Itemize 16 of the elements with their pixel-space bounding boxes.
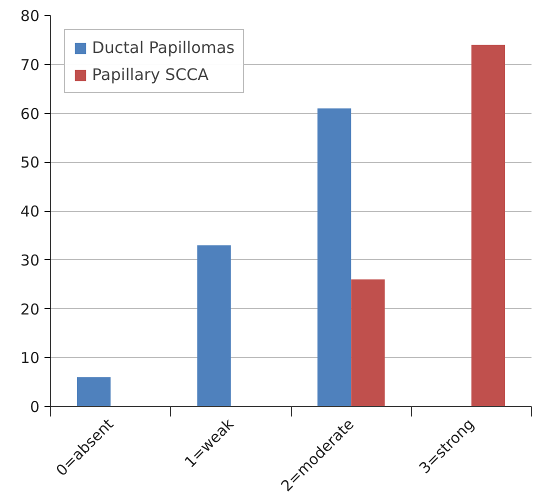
bar xyxy=(471,44,506,406)
bar xyxy=(76,377,111,406)
y-tick-label: 0 xyxy=(30,398,40,416)
legend-label: Ductal Papillomas xyxy=(92,38,235,57)
y-tick-label: 30 xyxy=(20,251,40,270)
bar xyxy=(197,245,231,406)
bar xyxy=(351,279,385,406)
y-tick-label: 10 xyxy=(20,349,40,368)
legend-label: Papillary SCCA xyxy=(92,65,209,84)
y-tick-label: 20 xyxy=(20,300,40,318)
y-tick-label: 40 xyxy=(20,202,40,220)
y-tick-label: 50 xyxy=(20,154,40,172)
y-tick-label: 60 xyxy=(20,104,40,123)
y-tick-label: 80 xyxy=(20,7,40,25)
bar xyxy=(317,108,352,406)
y-tick-label: 70 xyxy=(20,56,40,74)
